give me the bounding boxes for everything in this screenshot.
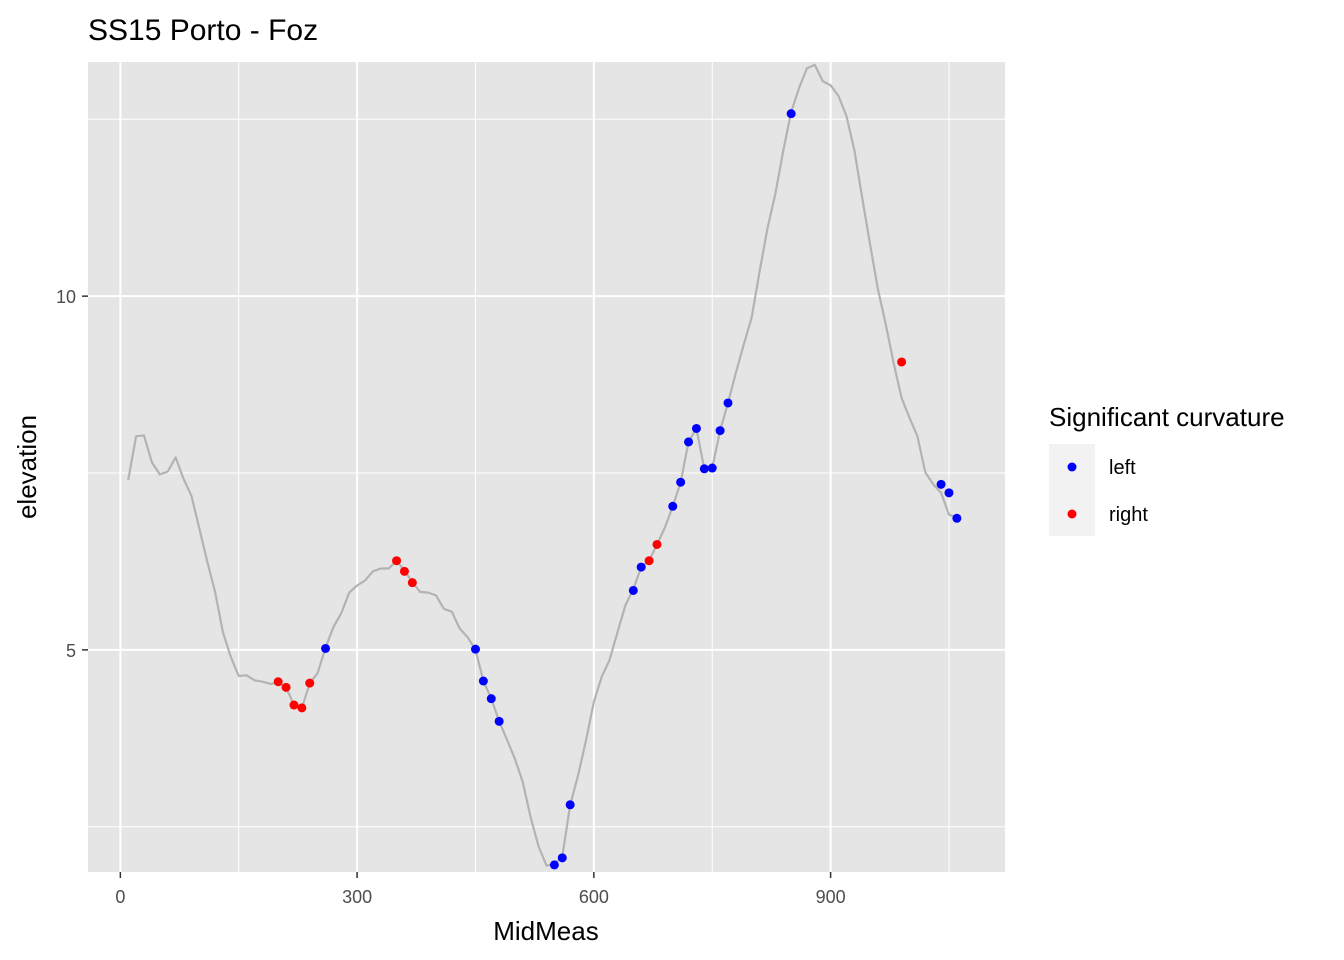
y-axis-title: elevation: [12, 415, 42, 519]
curvature-points-layer: [273, 109, 962, 870]
x-axis-title: MidMeas: [493, 916, 598, 946]
x-tick-label: 300: [342, 887, 372, 907]
legend-items: left right: [1049, 444, 1148, 536]
point-left: [952, 513, 962, 523]
point-left: [684, 437, 694, 447]
point-left: [723, 398, 733, 408]
point-left: [699, 464, 709, 474]
y-tick-label: 5: [66, 641, 76, 661]
point-left: [557, 853, 567, 863]
point-left: [478, 676, 488, 686]
elevation-line-layer: [127, 63, 958, 867]
x-tick-label: 0: [115, 887, 125, 907]
point-left: [691, 423, 701, 433]
point-right: [897, 357, 907, 367]
x-tick-label: 600: [579, 887, 609, 907]
point-left: [494, 716, 504, 726]
point-left: [470, 644, 480, 654]
point-left: [549, 860, 559, 870]
major-gridlines: [88, 62, 1005, 872]
point-right: [399, 566, 409, 576]
point-left: [565, 800, 575, 810]
x-tick-label: 900: [816, 887, 846, 907]
minor-gridlines: [88, 62, 1005, 872]
point-left: [936, 479, 946, 489]
point-right: [305, 678, 315, 688]
point-right: [652, 539, 662, 549]
point-right: [289, 700, 299, 710]
point-left: [668, 501, 678, 511]
legend: Significant curvature left right: [1049, 402, 1285, 536]
point-left: [707, 463, 717, 473]
point-left: [486, 694, 496, 704]
point-right: [273, 677, 283, 687]
point-right: [644, 556, 654, 566]
y-axis: 5 10: [56, 287, 88, 661]
legend-key-right: [1067, 509, 1077, 519]
y-tick-label: 10: [56, 287, 76, 307]
point-left: [676, 477, 686, 487]
legend-key-left: [1067, 462, 1077, 472]
point-left: [786, 109, 796, 119]
legend-title: Significant curvature: [1049, 402, 1285, 432]
point-left: [944, 488, 954, 498]
point-left: [636, 562, 646, 572]
elevation-line: [127, 63, 958, 867]
point-left: [715, 426, 725, 436]
point-right: [407, 578, 417, 588]
point-left: [321, 643, 331, 653]
point-right: [297, 703, 307, 713]
legend-label-left: left: [1109, 457, 1136, 479]
point-left: [628, 585, 638, 595]
plot-panel: [88, 62, 1005, 872]
legend-key-background: [1049, 444, 1095, 536]
point-right: [392, 556, 402, 566]
x-axis: 0 300 600 900: [115, 872, 846, 907]
point-right: [281, 682, 291, 692]
legend-label-right: right: [1109, 504, 1148, 526]
chart-title: SS15 Porto - Foz: [88, 14, 318, 47]
